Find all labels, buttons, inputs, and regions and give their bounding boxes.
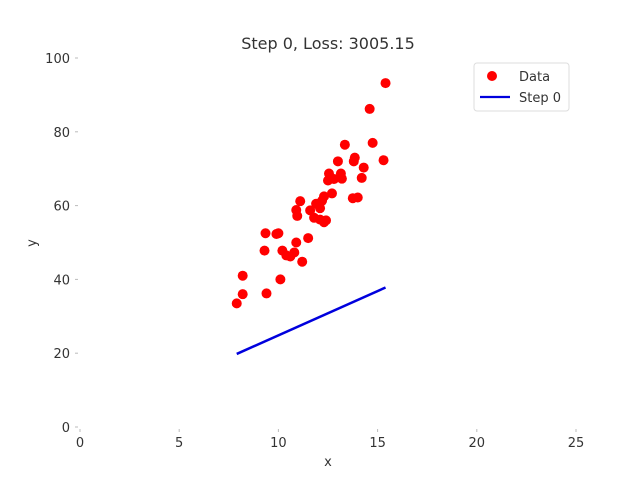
data-point: [328, 174, 339, 185]
x-axis-label: x: [324, 455, 332, 470]
x-tick-label: 10: [270, 436, 287, 451]
legend-marker-data: [487, 71, 497, 81]
data-point: [339, 139, 350, 150]
y-tick-label: 100: [45, 52, 70, 67]
data-point: [378, 155, 389, 166]
y-axis-label: y: [25, 239, 40, 247]
data-point: [275, 274, 286, 285]
data-point: [326, 188, 337, 199]
data-point: [295, 196, 306, 207]
data-point: [273, 228, 284, 239]
data-point: [358, 162, 369, 173]
data-point: [349, 152, 360, 163]
data-point: [336, 173, 347, 184]
data-point: [297, 256, 308, 267]
data-point: [321, 215, 332, 226]
data-point: [303, 233, 314, 244]
data-point: [237, 289, 248, 300]
legend-box: [473, 62, 570, 112]
x-tick-label: 20: [469, 436, 486, 451]
x-axis-ticks: 0 5 10 15 20 25: [76, 429, 584, 451]
chart-title: Step 0, Loss: 3005.15: [241, 34, 415, 53]
data-point: [259, 245, 270, 256]
y-axis-ticks: 0 20 40 60 80 100: [45, 52, 78, 436]
data-point: [261, 288, 272, 299]
chart-legend: Data Step 0: [473, 62, 570, 112]
data-point: [291, 237, 302, 248]
fit-line: [236, 286, 387, 356]
x-tick-label: 25: [568, 436, 585, 451]
data-point: [367, 137, 378, 148]
legend-label-data: Data: [519, 70, 550, 85]
data-point: [260, 228, 271, 239]
data-point: [319, 191, 330, 202]
y-tick-label: 80: [53, 126, 70, 141]
legend-label-step: Step 0: [519, 91, 561, 106]
y-tick-label: 40: [53, 273, 70, 288]
y-tick-label: 0: [62, 421, 70, 436]
data-point: [289, 247, 300, 258]
data-point: [356, 172, 367, 183]
y-tick-label: 60: [53, 200, 70, 215]
data-point: [231, 298, 242, 309]
data-point: [380, 78, 391, 89]
data-point: [305, 205, 316, 216]
x-tick-label: 0: [76, 436, 84, 451]
data-point: [364, 103, 375, 114]
x-tick-label: 5: [175, 436, 183, 451]
y-tick-label: 20: [53, 347, 70, 362]
plot-area: [231, 78, 391, 356]
data-point: [292, 210, 303, 221]
data-point: [352, 192, 363, 203]
data-point: [332, 156, 343, 167]
data-point: [237, 270, 248, 281]
x-tick-label: 15: [369, 436, 386, 451]
